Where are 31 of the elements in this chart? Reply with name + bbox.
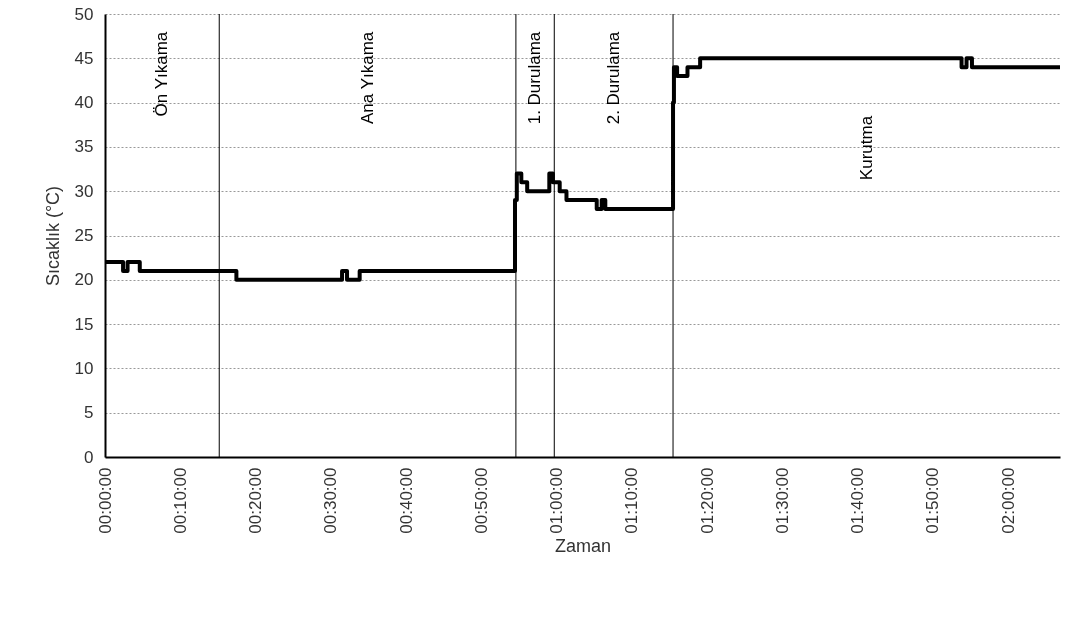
x-tick-label: 00:20:00: [246, 467, 265, 534]
x-tick-label: 00:40:00: [396, 467, 416, 534]
annotation: Kurutma: [856, 115, 876, 181]
x-tick-label: 00:50:00: [471, 467, 491, 534]
annotation: Ön Yıkama: [152, 31, 172, 117]
y-tick-label: 35: [74, 137, 94, 157]
y-tick-label: 0: [84, 447, 94, 467]
y-tick-label: 10: [74, 358, 94, 378]
y-axis-title: Sıcaklık (°C): [42, 185, 63, 287]
y-tick-label: 25: [74, 226, 94, 245]
y-tick-label: 45: [74, 48, 94, 68]
y-tick-label: 30: [74, 181, 94, 201]
x-tick-label: 01:50:00: [923, 467, 943, 534]
x-tick-label: 02:00:00: [998, 467, 1018, 534]
x-tick-label: 00:00:00: [95, 467, 115, 534]
x-tick-label: 01:30:00: [772, 467, 792, 534]
x-tick-label: 01:40:00: [848, 467, 868, 534]
annotation: 1. Durulama: [525, 31, 545, 125]
x-tick-label: 00:10:00: [170, 467, 190, 534]
x-tick-label: 00:30:00: [321, 467, 341, 534]
x-tick-label: 01:10:00: [622, 467, 642, 534]
x-tick-label: 01:00:00: [547, 467, 567, 534]
y-tick-label: 50: [74, 4, 94, 24]
annotation: 2. Durulama: [603, 31, 623, 125]
y-tick-label: 40: [74, 93, 94, 113]
y-tick-label: 15: [74, 314, 94, 334]
annotation: Ana Yıkama: [357, 31, 377, 125]
x-tick-label: 01:20:00: [697, 467, 717, 534]
y-tick-label: 20: [74, 270, 94, 290]
y-tick-label: 5: [84, 403, 94, 423]
x-axis-title: Zaman: [554, 535, 612, 556]
